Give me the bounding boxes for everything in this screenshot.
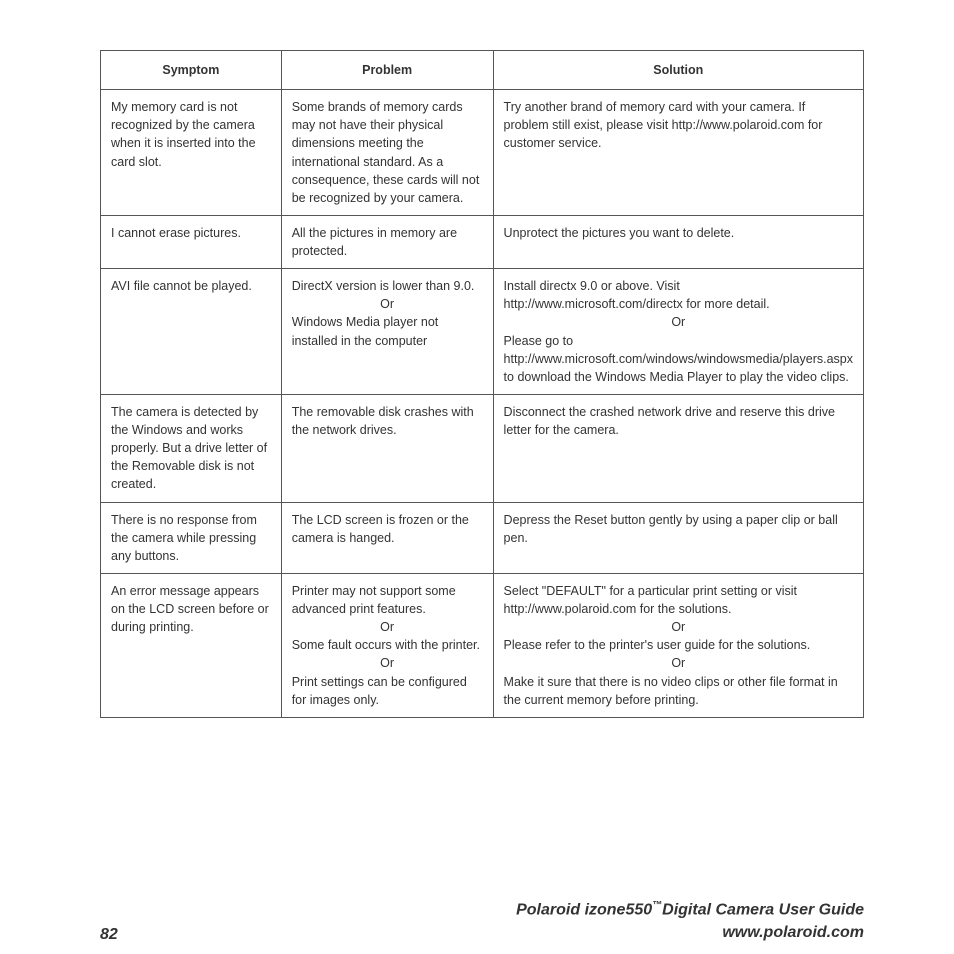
- cell-symptom: AVI file cannot be played.: [101, 269, 282, 395]
- page-number: 82: [100, 926, 118, 944]
- problem-text: DirectX version is lower than 9.0.: [292, 277, 483, 295]
- guide-title-line1: Polaroid izone550™Digital Camera User Gu…: [516, 899, 864, 922]
- or-separator: Or: [292, 654, 483, 672]
- title-part-b: Digital Camera User Guide: [662, 901, 864, 918]
- document-page: Symptom Problem Solution My memory card …: [0, 0, 954, 954]
- cell-solution: Install directx 9.0 or above. Visit http…: [493, 269, 863, 395]
- header-symptom: Symptom: [101, 51, 282, 90]
- table-row: There is no response from the camera whi…: [101, 502, 864, 573]
- trademark-symbol: ™: [652, 900, 662, 911]
- or-separator: Or: [292, 295, 483, 313]
- cell-problem: DirectX version is lower than 9.0. Or Wi…: [281, 269, 493, 395]
- cell-solution: Unprotect the pictures you want to delet…: [493, 215, 863, 268]
- page-footer: 82 Polaroid izone550™Digital Camera User…: [100, 899, 864, 944]
- table-row: The camera is detected by the Windows an…: [101, 394, 864, 502]
- table-row: My memory card is not recognized by the …: [101, 90, 864, 216]
- table-row: AVI file cannot be played. DirectX versi…: [101, 269, 864, 395]
- cell-solution: Try another brand of memory card with yo…: [493, 90, 863, 216]
- guide-title: Polaroid izone550™Digital Camera User Gu…: [516, 899, 864, 944]
- problem-text: Some fault occurs with the printer.: [292, 636, 483, 654]
- solution-text: Please go to http://www.microsoft.com/wi…: [504, 332, 853, 386]
- solution-text: Make it sure that there is no video clip…: [504, 673, 853, 709]
- problem-text: Windows Media player not installed in th…: [292, 313, 483, 349]
- troubleshooting-table: Symptom Problem Solution My memory card …: [100, 50, 864, 718]
- cell-solution: Disconnect the crashed network drive and…: [493, 394, 863, 502]
- table-header-row: Symptom Problem Solution: [101, 51, 864, 90]
- or-separator: Or: [504, 618, 853, 636]
- title-part-a: Polaroid izone550: [516, 901, 652, 918]
- cell-symptom: An error message appears on the LCD scre…: [101, 573, 282, 717]
- header-problem: Problem: [281, 51, 493, 90]
- problem-text: Print settings can be configured for ima…: [292, 673, 483, 709]
- guide-title-line2: www.polaroid.com: [516, 922, 864, 944]
- cell-symptom: There is no response from the camera whi…: [101, 502, 282, 573]
- cell-problem: The LCD screen is frozen or the camera i…: [281, 502, 493, 573]
- table-row: I cannot erase pictures. All the picture…: [101, 215, 864, 268]
- cell-symptom: The camera is detected by the Windows an…: [101, 394, 282, 502]
- cell-problem: All the pictures in memory are protected…: [281, 215, 493, 268]
- cell-problem: The removable disk crashes with the netw…: [281, 394, 493, 502]
- cell-solution: Select "DEFAULT" for a particular print …: [493, 573, 863, 717]
- or-separator: Or: [504, 313, 853, 331]
- header-solution: Solution: [493, 51, 863, 90]
- or-separator: Or: [292, 618, 483, 636]
- solution-text: Please refer to the printer's user guide…: [504, 636, 853, 654]
- solution-text: Install directx 9.0 or above. Visit http…: [504, 277, 853, 313]
- or-separator: Or: [504, 654, 853, 672]
- cell-solution: Depress the Reset button gently by using…: [493, 502, 863, 573]
- problem-text: Printer may not support some advanced pr…: [292, 582, 483, 618]
- cell-symptom: My memory card is not recognized by the …: [101, 90, 282, 216]
- cell-problem: Printer may not support some advanced pr…: [281, 573, 493, 717]
- cell-symptom: I cannot erase pictures.: [101, 215, 282, 268]
- cell-problem: Some brands of memory cards may not have…: [281, 90, 493, 216]
- solution-text: Select "DEFAULT" for a particular print …: [504, 582, 853, 618]
- table-row: An error message appears on the LCD scre…: [101, 573, 864, 717]
